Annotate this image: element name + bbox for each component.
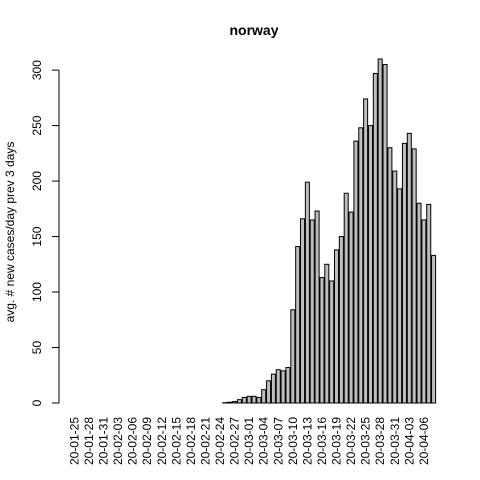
- bar-20-03-17: [324, 263, 330, 404]
- bar-20-02-29: [241, 396, 247, 404]
- bar-20-03-06: [270, 373, 276, 404]
- bar-20-03-15: [314, 210, 320, 404]
- bar-20-03-18: [329, 280, 335, 404]
- y-tick-label: 0: [30, 399, 44, 406]
- x-tick-label: 20-04-03: [402, 417, 416, 465]
- bar-20-03-12: [300, 218, 306, 404]
- x-tick-label: 20-03-04: [257, 417, 271, 465]
- x-tick-label: 20-03-10: [286, 417, 300, 465]
- x-tick-label: 20-02-24: [213, 417, 227, 465]
- x-tick-label: 20-02-09: [140, 417, 154, 465]
- x-tick-label: 20-03-13: [300, 417, 314, 465]
- y-axis: 0 50 100 150 200 250 300: [30, 60, 60, 406]
- bar-20-03-31: [392, 170, 398, 404]
- bar-20-03-04: [261, 389, 267, 404]
- y-tick-label: 50: [30, 341, 44, 355]
- bar-20-03-10: [290, 309, 296, 404]
- bar-20-04-08: [431, 254, 437, 404]
- bar-20-03-23: [353, 140, 359, 404]
- bar-20-03-21: [343, 192, 349, 404]
- bar-20-03-09: [285, 366, 291, 404]
- bar-20-03-13: [304, 181, 310, 404]
- y-tick-label: 100: [30, 282, 44, 302]
- x-tick-label: 20-01-31: [97, 417, 111, 465]
- bar-20-03-07: [275, 369, 281, 404]
- x-tick-label: 20-02-21: [198, 417, 212, 465]
- bar-20-04-04: [411, 148, 417, 404]
- chart-title: norway: [229, 22, 278, 38]
- x-tick-label: 20-04-06: [417, 417, 431, 465]
- x-tick-label: 20-02-18: [184, 417, 198, 465]
- bar-20-04-02: [401, 142, 407, 404]
- bar-20-02-28: [236, 399, 242, 404]
- bar-20-03-25: [363, 98, 369, 404]
- x-tick-label: 20-03-25: [359, 417, 373, 465]
- x-tick-label: 20-02-06: [126, 417, 140, 465]
- bar-20-03-29: [382, 64, 388, 404]
- y-tick-label: 250: [30, 115, 44, 135]
- x-tick-label: 20-03-01: [242, 417, 256, 465]
- x-tick-label: 20-03-07: [271, 417, 285, 465]
- bar-20-03-27: [372, 72, 378, 404]
- x-tick-label: 20-02-12: [155, 417, 169, 465]
- x-tick-label: 20-03-31: [388, 417, 402, 465]
- x-tick-label: 20-03-16: [315, 417, 329, 465]
- bar-20-03-03: [256, 396, 262, 404]
- bar-20-04-03: [406, 132, 412, 404]
- y-axis-label: avg. # new cases/day prev 3 days: [3, 142, 17, 323]
- x-tick-label: 20-02-15: [169, 417, 183, 465]
- bar-20-04-06: [421, 219, 427, 404]
- x-tick-label: 20-01-25: [67, 417, 81, 465]
- bar-20-04-07: [426, 203, 432, 404]
- bar-20-03-22: [348, 211, 354, 404]
- bars: [222, 58, 437, 404]
- bar-20-03-05: [266, 380, 272, 404]
- y-tick-label: 200: [30, 171, 44, 191]
- bar-20-03-30: [387, 147, 393, 404]
- bar-20-03-11: [295, 246, 301, 404]
- bar-20-03-01: [246, 395, 252, 404]
- x-tick-label: 20-03-19: [330, 417, 344, 465]
- x-tick-label: 20-01-28: [82, 417, 96, 465]
- x-tick-label: 20-02-27: [228, 417, 242, 465]
- bar-20-03-08: [280, 370, 286, 404]
- bar-20-03-28: [377, 58, 383, 404]
- bar-20-04-01: [397, 188, 403, 404]
- x-axis: 20-01-25 20-01-28 20-01-31 20-02-03 20-02-06…: [67, 417, 430, 465]
- bar-20-04-05: [416, 202, 422, 404]
- bar-20-02-26: [227, 401, 233, 404]
- bar-20-03-02: [251, 395, 257, 404]
- y-tick-label: 150: [30, 226, 44, 246]
- bar-20-03-16: [319, 277, 325, 404]
- bar-20-03-26: [367, 125, 374, 404]
- y-tick-label: 300: [30, 60, 44, 80]
- bar-20-03-20: [338, 236, 344, 404]
- bar-20-03-19: [333, 249, 340, 404]
- x-tick-label: 20-03-28: [373, 417, 387, 465]
- x-tick-label: 20-03-22: [344, 417, 358, 465]
- x-tick-label: 20-02-03: [111, 417, 125, 465]
- bar-20-03-14: [309, 219, 315, 404]
- bar-20-03-24: [358, 127, 364, 404]
- bar-20-02-27: [232, 401, 238, 404]
